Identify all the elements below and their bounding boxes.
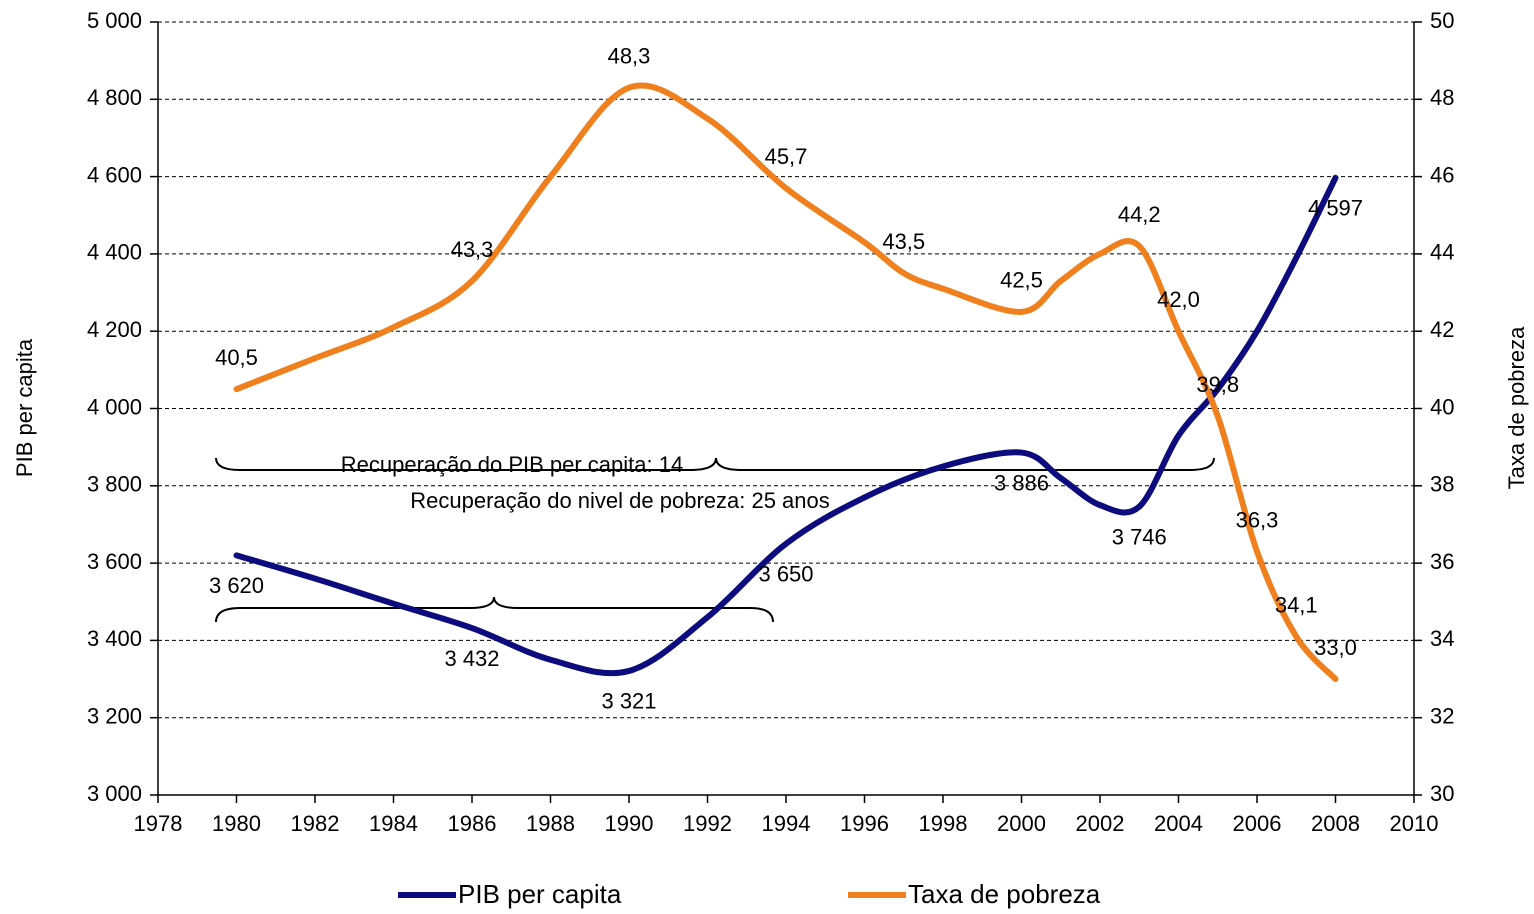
y2-tick-label: 44 [1430,240,1454,265]
x-tick-label: 2010 [1390,811,1439,836]
data-label: 42,0 [1157,287,1200,312]
annotation: Recuperação do nivel de pobreza: 25 anos [410,488,830,513]
legend-label: Taxa de pobreza [908,879,1101,909]
x-tick-label: 1998 [919,811,968,836]
x-tick-label: 2000 [997,811,1046,836]
data-label: 33,0 [1314,635,1357,660]
data-label: 34,1 [1275,592,1318,617]
data-label: 43,5 [882,229,925,254]
data-label: 42,5 [1000,268,1043,293]
data-label: 3 620 [209,573,264,598]
annotation: Recuperação do PIB per capita: 14 [341,452,683,477]
data-label: 3 886 [994,470,1049,495]
y2-tick-label: 36 [1430,549,1454,574]
x-tick-label: 1978 [134,811,183,836]
series-line [233,82,1339,683]
x-tick-label: 2008 [1311,811,1360,836]
y2-tick-label: 30 [1430,781,1454,806]
y-tick-label: 5 000 [87,8,142,33]
y-axis-label: PIB per capita [12,338,37,477]
y2-tick-label: 34 [1430,626,1454,651]
x-tick-label: 1980 [212,811,261,836]
data-label: 44,2 [1118,202,1161,227]
data-label: 43,3 [451,237,494,262]
y2-tick-label: 50 [1430,8,1454,33]
data-label: 3 321 [601,689,656,714]
data-label: 3 650 [758,562,813,587]
y-tick-label: 4 200 [87,317,142,342]
y2-tick-label: 46 [1430,162,1454,187]
x-tick-label: 1988 [526,811,575,836]
y2-tick-label: 38 [1430,472,1454,497]
brace [215,596,774,623]
y-tick-label: 3 800 [87,472,142,497]
y-tick-label: 3 400 [87,626,142,651]
series-line [233,174,1339,677]
x-tick-label: 1984 [369,811,418,836]
brace [215,457,1215,471]
data-label: 45,7 [765,144,808,169]
x-tick-label: 1994 [762,811,811,836]
x-tick-label: 1996 [840,811,889,836]
y-tick-label: 3 600 [87,549,142,574]
y-tick-label: 3 000 [87,781,142,806]
y-tick-label: 4 600 [87,162,142,187]
data-label: 4 597 [1308,196,1363,221]
y2-tick-label: 32 [1430,704,1454,729]
x-tick-label: 1990 [605,811,654,836]
y2-tick-label: 48 [1430,85,1454,110]
data-label: 36,3 [1236,507,1279,532]
x-tick-label: 1982 [291,811,340,836]
x-tick-label: 2006 [1233,811,1282,836]
data-label: 3 432 [444,646,499,671]
y2-tick-label: 42 [1430,317,1454,342]
data-label: 3 746 [1112,524,1167,549]
data-label: 48,3 [608,44,651,69]
y-tick-label: 4 800 [87,85,142,110]
x-tick-label: 1986 [448,811,497,836]
y2-tick-label: 40 [1430,394,1454,419]
y-tick-label: 4 400 [87,240,142,265]
y2-axis-label: Taxa de pobreza [1504,326,1529,489]
x-tick-label: 2002 [1076,811,1125,836]
data-label: 40,5 [215,345,258,370]
y-tick-label: 4 000 [87,394,142,419]
x-tick-label: 1992 [683,811,732,836]
x-tick-label: 2004 [1154,811,1203,836]
legend-label: PIB per capita [458,879,622,909]
data-label: 39,8 [1196,372,1239,397]
y-tick-label: 3 200 [87,704,142,729]
